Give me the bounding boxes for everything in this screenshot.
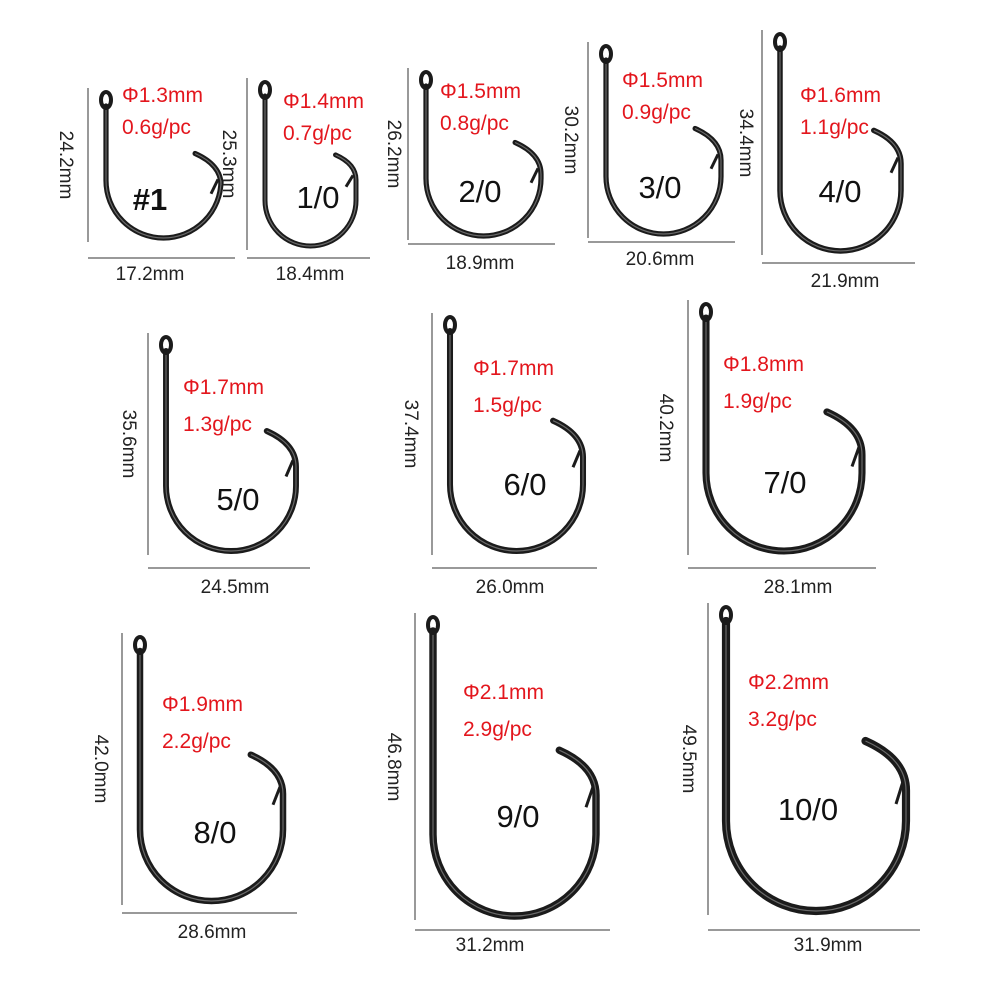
weight-label: 2.9g/pc — [463, 718, 532, 741]
hook-barb — [889, 156, 900, 174]
width-label: 18.9mm — [445, 253, 515, 274]
hook-size-label: 3/0 — [638, 170, 682, 205]
hook-barb — [209, 178, 220, 195]
weight-label: 0.6g/pc — [122, 116, 191, 139]
wire-diameter-label: Φ1.8mm — [723, 353, 804, 376]
width-label: 24.5mm — [200, 577, 270, 598]
weight-label: 0.9g/pc — [622, 101, 691, 124]
hook-highlight — [139, 651, 284, 902]
wire-diameter-label: Φ2.2mm — [748, 671, 829, 694]
hook-eye — [699, 302, 713, 322]
hook-highlight — [425, 86, 542, 237]
width-label: 17.2mm — [115, 264, 185, 285]
hook-eye — [133, 635, 147, 655]
width-label: 26.0mm — [475, 577, 545, 598]
wire-diameter-label: Φ1.5mm — [622, 69, 703, 92]
hook-highlight — [449, 331, 584, 552]
hook-eye — [773, 32, 787, 52]
hook-size-label: 5/0 — [216, 482, 260, 517]
hook-shape — [777, 45, 904, 254]
hook-barb — [850, 446, 861, 468]
hook-highlight — [105, 106, 222, 239]
hook-size-label: 10/0 — [777, 792, 839, 827]
length-label: 49.5mm — [678, 724, 699, 794]
hook-shape — [423, 83, 544, 239]
hook-highlight — [432, 631, 597, 917]
hook-highlight — [264, 96, 357, 247]
width-label: 18.4mm — [275, 264, 345, 285]
wire-diameter-label: Φ1.3mm — [122, 84, 203, 107]
hook-eye — [443, 315, 457, 335]
wire-diameter-label: Φ1.4mm — [283, 90, 364, 113]
hook-barb — [709, 153, 720, 170]
wire-diameter-label: Φ1.7mm — [183, 376, 264, 399]
hook-size-label: 4/0 — [818, 174, 862, 209]
hook-size-label: 8/0 — [193, 815, 237, 850]
hook-barb — [529, 167, 540, 184]
length-label: 35.6mm — [118, 409, 139, 479]
hook-barb — [894, 781, 905, 805]
hook-barb — [284, 459, 295, 478]
hook-barb — [571, 450, 582, 468]
width-label: 31.2mm — [455, 935, 525, 956]
weight-label: 1.3g/pc — [183, 413, 252, 436]
width-label: 28.1mm — [763, 577, 833, 598]
length-label: 40.2mm — [655, 393, 676, 462]
hook-eye — [719, 605, 733, 625]
hook-size-label: 2/0 — [458, 174, 502, 209]
wire-diameter-label: Φ1.9mm — [162, 693, 243, 716]
hook-eye — [426, 615, 440, 635]
hook-eye — [419, 70, 433, 90]
weight-label: 3.2g/pc — [748, 708, 817, 731]
hook-size-label: #1 — [132, 182, 168, 217]
hook-barb — [344, 174, 355, 188]
width-label: 28.6mm — [177, 922, 247, 943]
hook-highlight — [779, 48, 902, 252]
length-label: 34.4mm — [735, 108, 756, 177]
hook-eye — [99, 90, 113, 110]
hook-shape — [429, 627, 600, 920]
weight-label: 1.9g/pc — [723, 390, 792, 413]
wire-diameter-label: Φ1.7mm — [473, 357, 554, 380]
hook-shape — [721, 616, 911, 916]
length-label: 25.3mm — [218, 129, 239, 199]
length-label: 46.8mm — [383, 732, 404, 801]
wire-diameter-label: Φ1.5mm — [440, 80, 521, 103]
wire-diameter-label: Φ1.6mm — [800, 84, 881, 107]
hook-highlight — [165, 351, 297, 552]
hook-barb — [271, 786, 282, 806]
width-label: 20.6mm — [625, 249, 695, 270]
hook-size-label: 6/0 — [503, 467, 547, 502]
hook-highlight — [725, 621, 907, 912]
weight-label: 1.1g/pc — [800, 116, 869, 139]
hook-highlight — [605, 60, 722, 235]
hook-shape — [136, 647, 287, 905]
width-label: 31.9mm — [793, 935, 863, 956]
length-label: 24.2mm — [55, 130, 76, 200]
hook-eye — [599, 44, 613, 64]
hook-size-label: 9/0 — [496, 799, 540, 834]
hook-highlight — [705, 318, 863, 552]
length-label: 26.2mm — [383, 119, 404, 189]
length-label: 30.2mm — [560, 105, 581, 175]
weight-label: 1.5g/pc — [473, 394, 542, 417]
length-label: 37.4mm — [400, 399, 421, 469]
hook-size-label: 1/0 — [296, 180, 340, 215]
width-label: 21.9mm — [810, 271, 880, 292]
wire-diameter-label: Φ2.1mm — [463, 681, 544, 704]
length-label: 42.0mm — [90, 734, 111, 804]
hook-eye — [258, 80, 272, 100]
weight-label: 0.8g/pc — [440, 112, 509, 135]
weight-label: 0.7g/pc — [283, 122, 352, 145]
hook-size-label: 7/0 — [763, 465, 807, 500]
hook-barb — [584, 786, 595, 808]
hook-eye — [159, 335, 173, 355]
hook-shape — [262, 93, 359, 249]
weight-label: 2.2g/pc — [162, 730, 231, 753]
